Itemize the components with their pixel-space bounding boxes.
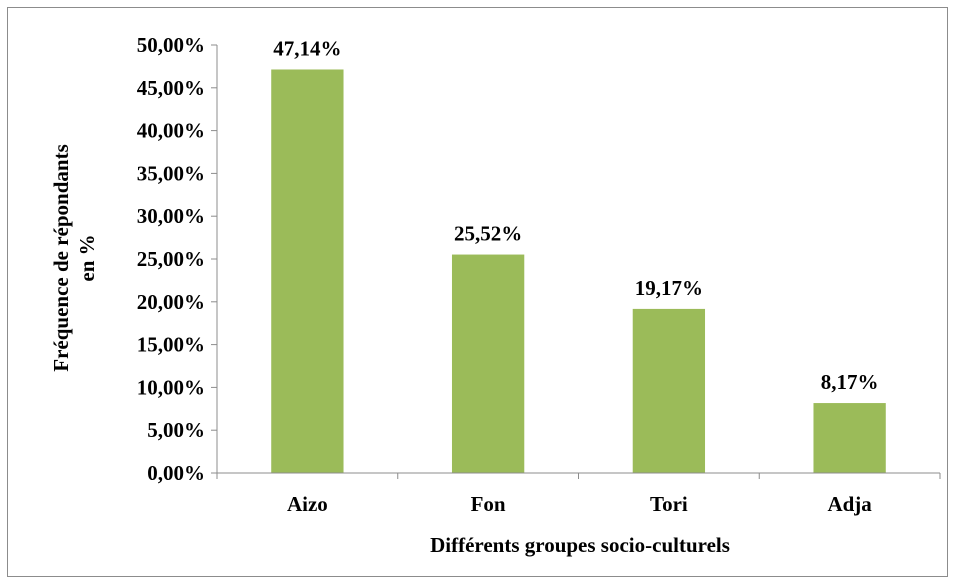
y-axis-ticks: 0,00% 5,00% 10,00% 15,00% 20,00% 25,00% 30,00%… bbox=[137, 33, 217, 485]
y-tick-label: 10,00% bbox=[137, 375, 205, 399]
data-label-tori: 19,17% bbox=[635, 276, 703, 300]
x-axis-title: Différents groupes socio-culturels bbox=[430, 533, 730, 557]
x-axis-ticks: Aizo Fon Tori Adja bbox=[216, 473, 941, 516]
y-axis-title-line-1: Fréquence de répondants bbox=[49, 144, 73, 372]
data-label-aizo: 47,14% bbox=[273, 36, 341, 60]
bar-fon bbox=[451, 254, 525, 473]
x-tick-label-adja: Adja bbox=[827, 492, 872, 516]
x-tick-label-fon: Fon bbox=[471, 492, 506, 516]
y-tick-label: 20,00% bbox=[137, 290, 205, 314]
x-tick-label-aizo: Aizo bbox=[287, 492, 328, 516]
y-tick-label: 50,00% bbox=[137, 33, 205, 57]
y-tick-label: 45,00% bbox=[137, 76, 205, 100]
axes bbox=[216, 45, 940, 474]
y-tick-label: 25,00% bbox=[137, 247, 205, 271]
y-tick-label: 40,00% bbox=[137, 119, 205, 143]
bar-adja bbox=[813, 403, 886, 473]
data-label-fon: 25,52% bbox=[454, 222, 522, 246]
y-tick-label: 35,00% bbox=[137, 161, 205, 185]
bars: 47,14% 25,52% 19,17% 8,17% bbox=[271, 36, 886, 473]
y-tick-label: 5,00% bbox=[147, 418, 205, 442]
y-tick-label: 0,00% bbox=[147, 461, 205, 485]
y-axis-title-line-2: en % bbox=[75, 234, 99, 281]
bar-tori bbox=[632, 308, 706, 473]
x-tick-label-tori: Tori bbox=[650, 492, 688, 516]
y-axis-title: Fréquence de répondants en % bbox=[49, 144, 99, 372]
data-label-adja: 8,17% bbox=[821, 370, 879, 394]
y-tick-label: 30,00% bbox=[137, 204, 205, 228]
bar-aizo bbox=[271, 69, 344, 473]
y-tick-label: 15,00% bbox=[137, 333, 205, 357]
